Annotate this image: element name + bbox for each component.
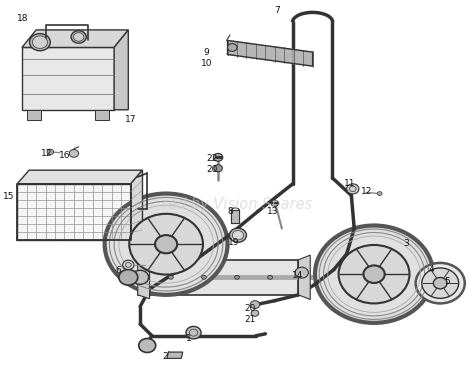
Text: 9: 9 (203, 48, 209, 57)
Text: 16: 16 (59, 151, 70, 160)
Circle shape (123, 260, 134, 269)
Circle shape (268, 275, 273, 279)
Circle shape (235, 275, 239, 279)
Text: 11: 11 (344, 179, 355, 188)
Circle shape (229, 228, 246, 242)
Circle shape (271, 200, 279, 206)
Circle shape (232, 231, 244, 240)
Circle shape (338, 245, 410, 303)
Circle shape (250, 301, 260, 308)
Circle shape (73, 32, 84, 41)
Polygon shape (22, 47, 114, 110)
Circle shape (119, 269, 138, 285)
Text: 14: 14 (292, 271, 303, 280)
Polygon shape (17, 170, 143, 184)
Circle shape (214, 165, 222, 172)
Circle shape (346, 184, 359, 194)
Circle shape (69, 149, 79, 157)
Polygon shape (138, 260, 299, 295)
Circle shape (251, 310, 259, 316)
Circle shape (47, 149, 54, 154)
Polygon shape (17, 184, 131, 240)
Text: red by Vision Spares: red by Vision Spares (162, 197, 312, 212)
Text: 2: 2 (163, 352, 168, 361)
Polygon shape (167, 352, 182, 359)
Circle shape (295, 267, 309, 278)
Circle shape (186, 326, 201, 339)
Polygon shape (114, 30, 128, 110)
Text: 12: 12 (361, 187, 373, 196)
Text: 3: 3 (403, 239, 409, 248)
Polygon shape (22, 30, 128, 47)
Text: 13: 13 (267, 206, 278, 215)
Circle shape (228, 43, 237, 51)
Circle shape (71, 31, 86, 43)
Circle shape (201, 275, 206, 279)
Text: 8: 8 (227, 206, 233, 215)
Text: 7: 7 (274, 6, 280, 15)
Circle shape (377, 192, 382, 196)
Circle shape (29, 34, 50, 51)
Text: 15: 15 (3, 192, 15, 201)
Text: 22: 22 (207, 154, 218, 163)
Polygon shape (228, 40, 313, 66)
Circle shape (139, 339, 156, 353)
Polygon shape (95, 110, 109, 120)
Circle shape (433, 278, 447, 289)
Text: 6: 6 (115, 266, 121, 275)
Text: 20: 20 (207, 165, 218, 174)
Polygon shape (131, 170, 143, 240)
Polygon shape (231, 210, 239, 223)
Polygon shape (299, 255, 310, 300)
Circle shape (213, 153, 223, 161)
Text: 1: 1 (186, 334, 191, 343)
Text: 4: 4 (429, 265, 435, 274)
Circle shape (168, 275, 173, 279)
Circle shape (129, 214, 203, 274)
Text: 18: 18 (17, 14, 28, 23)
Text: 19: 19 (228, 238, 239, 247)
Text: 21: 21 (245, 315, 256, 324)
Circle shape (105, 194, 228, 295)
Circle shape (155, 235, 177, 253)
Text: 12: 12 (41, 149, 53, 158)
Circle shape (32, 36, 47, 48)
Text: 5: 5 (445, 278, 450, 287)
Text: 10: 10 (201, 59, 212, 68)
Polygon shape (27, 110, 41, 120)
Polygon shape (235, 235, 242, 239)
Circle shape (132, 270, 149, 284)
Circle shape (422, 268, 459, 298)
Circle shape (416, 263, 465, 303)
Circle shape (364, 265, 385, 283)
Polygon shape (138, 256, 150, 299)
Text: 17: 17 (125, 115, 137, 124)
Circle shape (315, 226, 433, 323)
Text: 20: 20 (245, 304, 256, 313)
